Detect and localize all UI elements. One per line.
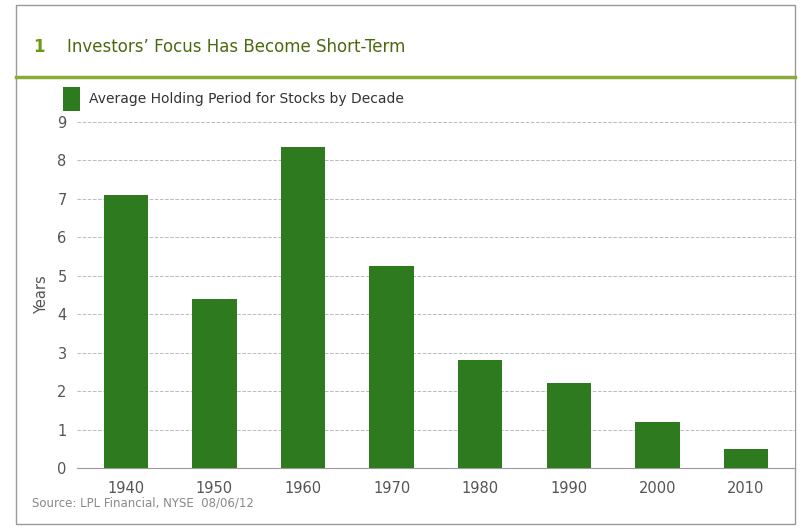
Bar	[192, 299, 237, 468]
Bar	[63, 87, 80, 111]
Bar	[281, 147, 325, 468]
Bar	[635, 422, 680, 468]
Text: Average Holding Period for Stocks by Decade: Average Holding Period for Stocks by Dec…	[89, 92, 404, 106]
Bar	[547, 384, 591, 468]
Bar	[458, 360, 502, 468]
Y-axis label: Years: Years	[34, 276, 49, 314]
Bar	[724, 449, 768, 468]
Text: Investors’ Focus Has Become Short-Term: Investors’ Focus Has Become Short-Term	[67, 38, 406, 56]
Bar	[104, 195, 148, 468]
Bar	[370, 266, 414, 468]
Text: 1: 1	[33, 38, 45, 56]
Text: Source: LPL Financial, NYSE  08/06/12: Source: LPL Financial, NYSE 08/06/12	[32, 497, 254, 510]
